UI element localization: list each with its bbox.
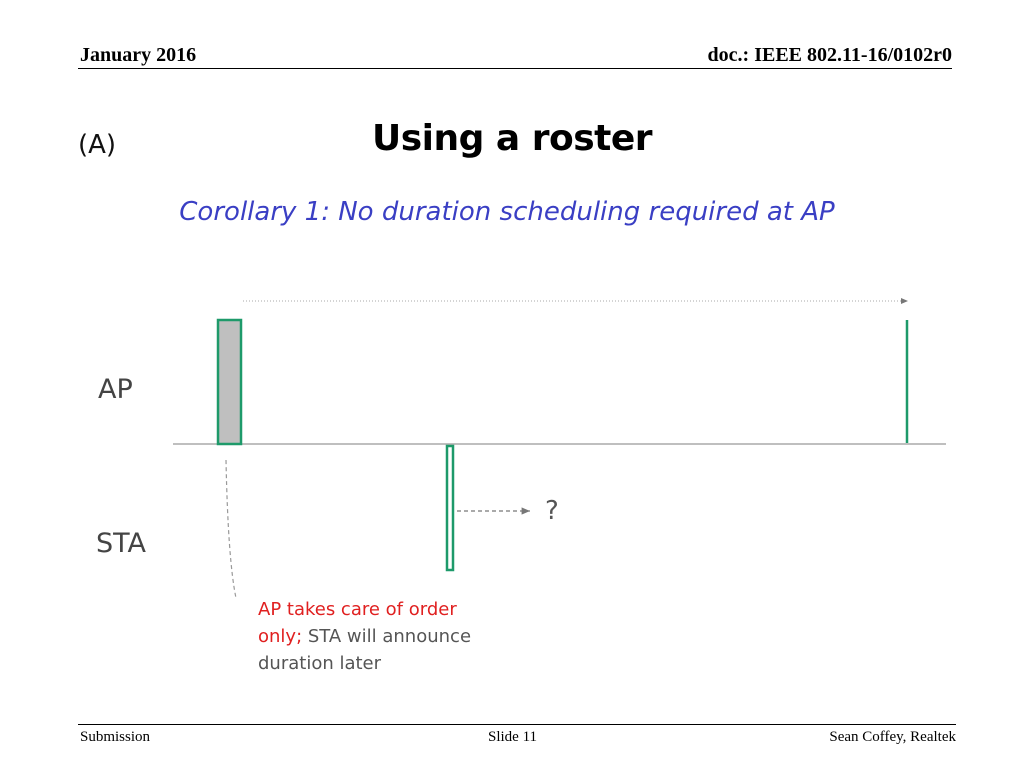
row-label-sta: STA: [96, 528, 147, 559]
slide-subtitle: Corollary 1: No duration scheduling requ…: [179, 197, 835, 227]
annotation-note-rest: STA will announce duration later: [258, 626, 472, 674]
annotation-note: AP takes care of order only; STA will an…: [258, 596, 498, 677]
footer-author: Sean Coffey, Realtek: [829, 729, 956, 745]
question-mark: ?: [545, 496, 559, 526]
slide-title: Using a roster: [371, 118, 653, 159]
ap-frame: [216, 318, 243, 446]
note-pointer: [225, 459, 237, 599]
footer-submission: Submission: [80, 729, 151, 745]
header-date: January 2016: [80, 44, 197, 66]
footer-divider: [78, 724, 956, 725]
slide-label: (A): [78, 130, 117, 160]
header-doc-id: doc.: IEEE 802.11-16/0102r0: [707, 44, 952, 66]
row-label-ap: AP: [98, 374, 133, 405]
header-divider: [78, 68, 952, 69]
annotation-note-red: AP takes care of order only;: [258, 599, 457, 647]
sta-frame: [445, 444, 455, 572]
footer-slide-number: Slide 11: [488, 729, 538, 745]
